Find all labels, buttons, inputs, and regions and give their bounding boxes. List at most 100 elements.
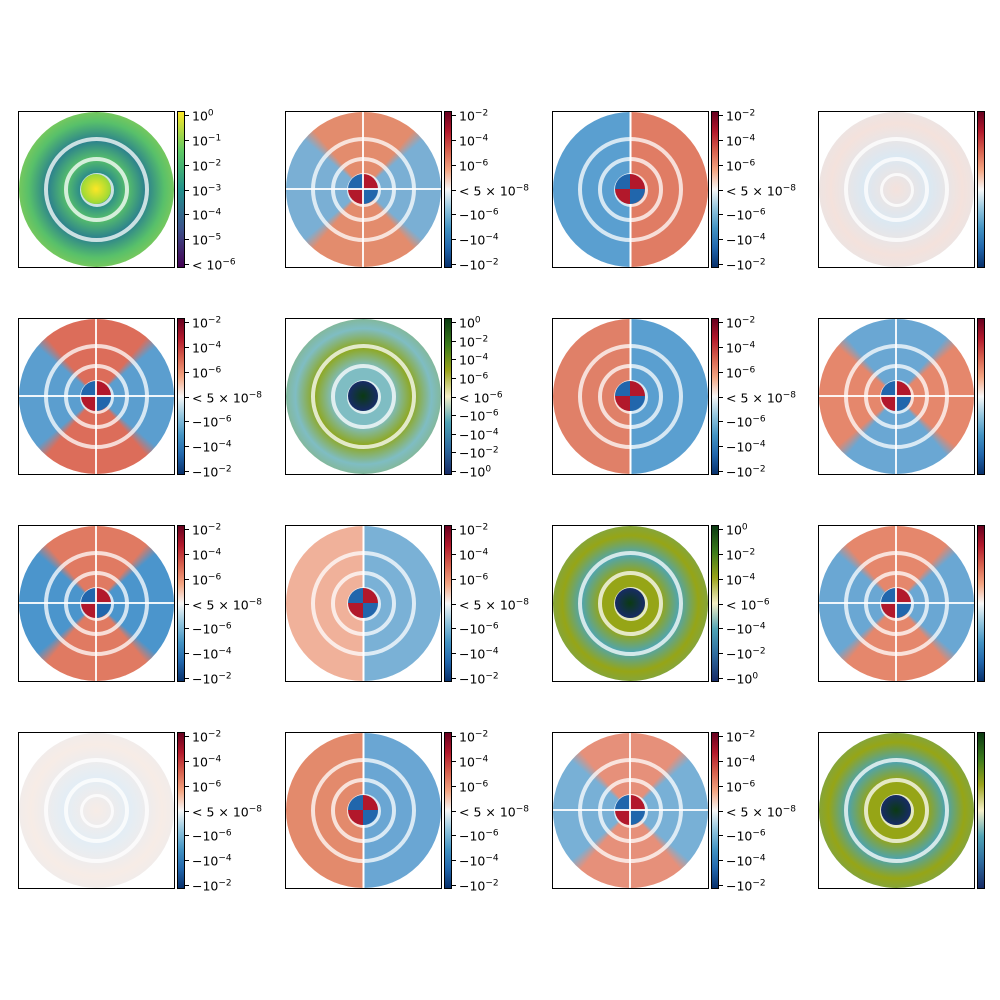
colorbar xyxy=(177,732,185,889)
colorbar-tick xyxy=(185,604,189,605)
heatmap-panel: 10−2 10−4 10−6 < 5 × 10−8 −10−6 −10−4 −10−2 xyxy=(552,108,796,272)
heatmap-panel: 100 10−2 10−4 < 10−6 −10−4 −10−2 −100 xyxy=(552,522,770,686)
colorbar-tick-label: −10−2 xyxy=(192,464,232,480)
node-line xyxy=(895,319,897,474)
colorbar-tick xyxy=(719,653,723,654)
colorbar-tick-label: −100 xyxy=(459,464,492,480)
colorbar-tick xyxy=(452,378,456,379)
core-spot xyxy=(615,381,645,411)
colorbar-tick xyxy=(452,554,456,555)
colorbar-tick xyxy=(719,628,723,629)
colorbar-tick xyxy=(452,415,456,416)
heatmap-panel: 10−2 10−4 10−6 < 5 × 10−8 −10−6 −10−4 −10−2 xyxy=(285,108,529,272)
colorbar-tick xyxy=(452,322,456,323)
colorbar-tick-label: −10−6 xyxy=(459,207,499,223)
colorbar-tick xyxy=(719,214,723,215)
plot-area xyxy=(18,732,175,889)
colorbar-tick-label: −10−4 xyxy=(726,621,766,637)
colorbar xyxy=(711,318,719,475)
colorbar xyxy=(444,111,452,268)
colorbar-tick xyxy=(185,860,189,861)
colorbar-tick-label: 10−6 xyxy=(459,371,489,387)
colorbar xyxy=(444,318,452,475)
contour-ring xyxy=(844,137,949,242)
colorbar-tick-label: −10−4 xyxy=(192,439,232,455)
colorbar-tick-label: 10−6 xyxy=(726,158,756,174)
colorbar-tick-label: −10−2 xyxy=(192,878,232,894)
colorbar xyxy=(711,111,719,268)
core-spot xyxy=(615,588,645,618)
colorbar-tick-label: −10−4 xyxy=(459,427,499,443)
heatmap-panel: 10−2 10−4 10−6 < 5 × 10−8 −10−6 −10−4 −10−2 xyxy=(285,522,529,686)
heatmap-panel: 10−2 10−4 10−6 < 5 × 10−8 −10−6 −10−4 −10−2 xyxy=(552,315,796,479)
colorbar-tick xyxy=(452,736,456,737)
colorbar-tick-label: 100 xyxy=(192,108,214,124)
heatmap-panel: 10−2 10−4 10−6 < 5 × 10−8 −10−6 −10−4 −10−2 xyxy=(285,729,529,893)
colorbar-tick-label: < 5 × 10−8 xyxy=(192,804,263,820)
node-line xyxy=(95,319,97,474)
colorbar-tick-label: 10−4 xyxy=(192,340,222,356)
colorbar-tick xyxy=(452,860,456,861)
heatmap-panel: 10−2 10−4 10−6 < 5 × 10−8 −10−6 −10−4 −10−2 xyxy=(18,315,262,479)
colorbar-tick xyxy=(185,628,189,629)
plot-area xyxy=(552,732,709,889)
colorbar-tick xyxy=(185,529,189,530)
colorbar-tick-label: −10−2 xyxy=(726,257,766,273)
plot-area xyxy=(18,111,175,268)
colorbar-tick-label: 10−2 xyxy=(459,729,489,745)
colorbar-tick xyxy=(452,140,456,141)
colorbar-tick-label: 100 xyxy=(726,522,748,538)
colorbar-tick xyxy=(185,421,189,422)
colorbar-tick xyxy=(452,835,456,836)
colorbar-tick xyxy=(452,397,456,398)
colorbar-tick xyxy=(452,885,456,886)
contour-ring xyxy=(578,551,683,656)
colorbar-tick-label: 10−2 xyxy=(726,547,756,563)
colorbar-tick xyxy=(185,140,189,141)
colorbar-tick xyxy=(452,471,456,472)
core-spot xyxy=(348,381,378,411)
core-spot xyxy=(348,795,378,825)
colorbar-tick-label: 10−4 xyxy=(726,340,756,356)
colorbar xyxy=(177,525,185,682)
colorbar-tick-label: −100 xyxy=(726,671,759,687)
colorbar-tick xyxy=(719,421,723,422)
colorbar-tick xyxy=(452,214,456,215)
plot-area xyxy=(552,318,709,475)
plot-area xyxy=(285,111,442,268)
colorbar-tick-label: < 5 × 10−8 xyxy=(192,390,263,406)
colorbar-tick-label: 10−2 xyxy=(459,522,489,538)
colorbar-tick-label: 10−4 xyxy=(459,547,489,563)
colorbar-tick-label: 10−6 xyxy=(192,365,222,381)
colorbar-tick-label: −10−4 xyxy=(726,853,766,869)
colorbar-tick xyxy=(452,604,456,605)
colorbar-tick-label: 10−6 xyxy=(459,779,489,795)
plot-area xyxy=(18,318,175,475)
colorbar-tick xyxy=(452,452,456,453)
colorbar-tick xyxy=(185,397,189,398)
colorbar-tick-label: 10−6 xyxy=(459,572,489,588)
colorbar-tick-label: 10−2 xyxy=(192,158,222,174)
plot-area xyxy=(18,525,175,682)
colorbar-tick-label: < 5 × 10−8 xyxy=(192,597,263,613)
colorbar-tick xyxy=(185,264,189,265)
colorbar-tick xyxy=(452,786,456,787)
heatmap-panel xyxy=(818,111,985,268)
colorbar-tick-label: < 10−6 xyxy=(459,390,503,406)
colorbar-tick-label: −10−2 xyxy=(726,646,766,662)
colorbar-tick xyxy=(452,165,456,166)
colorbar-tick xyxy=(185,653,189,654)
colorbar-tick xyxy=(719,471,723,472)
colorbar-tick-label: < 5 × 10−8 xyxy=(459,183,530,199)
colorbar-tick-label: < 5 × 10−8 xyxy=(726,183,797,199)
colorbar-tick-label: −10−2 xyxy=(459,878,499,894)
heatmap-panel: 100 10−1 10−2 10−3 10−4 10−5 < 10−6 xyxy=(18,108,236,272)
colorbar-tick-label: −10−4 xyxy=(726,439,766,455)
node-line xyxy=(629,733,631,888)
colorbar-tick xyxy=(452,653,456,654)
colorbar-tick xyxy=(719,140,723,141)
colorbar-tick xyxy=(452,678,456,679)
core-spot xyxy=(881,795,911,825)
colorbar-tick-label: 10−4 xyxy=(459,352,489,368)
colorbar-tick xyxy=(719,604,723,605)
